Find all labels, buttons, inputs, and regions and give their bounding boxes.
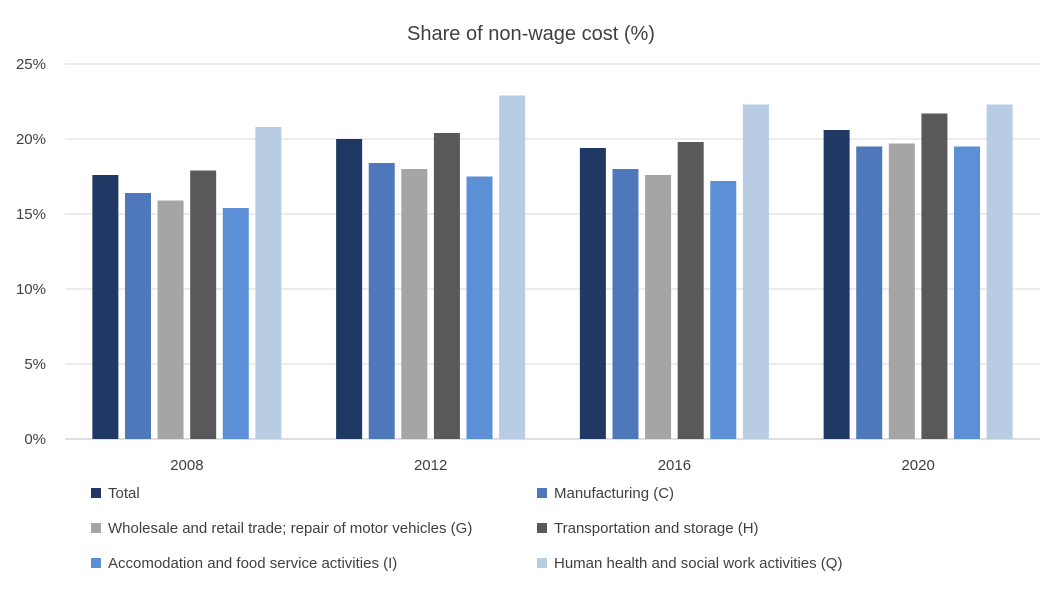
- x-tick-label: 2020: [901, 457, 934, 474]
- bar: [823, 130, 850, 439]
- bar: [888, 143, 915, 439]
- legend-swatch: [91, 558, 101, 568]
- bar: [579, 148, 606, 439]
- x-axis-ticks: 2008 2012 2016 2020: [170, 457, 935, 474]
- legend-swatch: [537, 523, 547, 533]
- bar: [645, 175, 672, 439]
- bar: [466, 176, 493, 439]
- legend-label: Total: [108, 485, 140, 502]
- bar: [190, 170, 217, 439]
- bar: [710, 181, 737, 439]
- legend-swatch: [537, 558, 547, 568]
- bars: [92, 95, 1013, 439]
- legend-label: Wholesale and retail trade; repair of mo…: [108, 520, 472, 537]
- bar: [433, 133, 460, 439]
- x-tick-label: 2008: [170, 457, 203, 474]
- y-tick-label: 5%: [24, 356, 46, 373]
- legend-label: Human health and social work activities …: [554, 555, 842, 572]
- bar: [157, 200, 184, 439]
- y-tick-label: 15%: [16, 206, 46, 223]
- bar: [986, 104, 1013, 439]
- bar: [954, 146, 981, 439]
- y-tick-label: 25%: [16, 56, 46, 73]
- legend-label: Manufacturing (C): [554, 485, 674, 502]
- legend-swatch: [537, 488, 547, 498]
- bar: [856, 146, 883, 439]
- bar: [92, 175, 119, 439]
- x-tick-label: 2016: [658, 457, 691, 474]
- y-tick-label: 10%: [16, 281, 46, 298]
- bar: [612, 169, 639, 439]
- y-axis-ticks: 0% 5% 10% 15% 20% 25%: [16, 56, 46, 448]
- legend-swatch: [91, 488, 101, 498]
- x-tick-label: 2012: [414, 457, 447, 474]
- bar: [499, 95, 526, 439]
- bar: [401, 169, 428, 439]
- legend: Total Manufacturing (C) Wholesale and reta…: [91, 485, 842, 572]
- y-tick-label: 0%: [24, 431, 46, 448]
- bar: [921, 113, 948, 439]
- bar: [742, 104, 769, 439]
- bar: [255, 127, 282, 439]
- bar: [124, 193, 151, 439]
- legend-label: Transportation and storage (H): [554, 520, 759, 537]
- bar: [222, 208, 249, 439]
- chart-title: Share of non-wage cost (%): [407, 23, 655, 45]
- bar: [677, 142, 704, 439]
- legend-label: Accomodation and food service activities…: [108, 555, 397, 572]
- y-tick-label: 20%: [16, 131, 46, 148]
- bar: [368, 163, 395, 439]
- bar: [336, 139, 363, 439]
- legend-swatch: [91, 523, 101, 533]
